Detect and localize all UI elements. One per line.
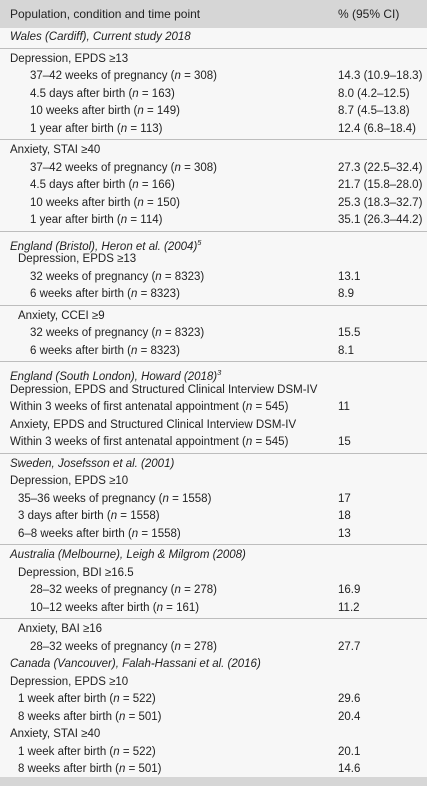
header-value: % (95% CI)	[338, 7, 400, 21]
time-point: 10 weeks after birth (n = 150)	[30, 196, 180, 209]
prevalence: 15.5	[338, 327, 361, 339]
separator	[0, 544, 427, 545]
condition: Anxiety, EPDS and Structured Clinical In…	[10, 418, 297, 431]
separator	[0, 139, 427, 140]
separator	[0, 47, 427, 49]
time-point: 37–42 weeks of pregnancy (n = 308)	[30, 70, 218, 82]
separator	[0, 452, 427, 454]
condition: Depression, EPDS ≥10	[10, 475, 129, 487]
time-point: 6 weeks after birth (n = 8323)	[30, 344, 180, 357]
section-title: Wales (Cardiff), Current study 2018	[10, 31, 191, 43]
time-point: 28–32 weeks of pregnancy (n = 278)	[30, 640, 218, 653]
time-point: 32 weeks of pregnancy (n = 8323)	[30, 327, 205, 339]
time-point: 37–42 weeks of pregnancy (n = 308)	[30, 161, 218, 174]
prevalence: 12.4 (6.8–18.4)	[338, 122, 417, 135]
time-point: 4.5 days after birth (n = 166)	[30, 179, 175, 191]
time-point: 3 days after birth (n = 1558)	[18, 510, 160, 522]
separator	[0, 361, 427, 362]
time-point: 8 weeks after birth (n = 501)	[18, 763, 162, 775]
time-point: 4.5 days after birth (n = 163)	[30, 87, 175, 100]
time-point: 10 weeks after birth (n = 149)	[30, 105, 180, 117]
prevalence: 11.2	[338, 601, 360, 614]
prevalence: 25.3 (18.3–32.7)	[338, 196, 423, 209]
section-title: Canada (Vancouver), Falah-Hassani et al.…	[10, 658, 261, 670]
time-point: 6–8 weeks after birth (n = 1558)	[18, 527, 181, 540]
prevalence: 8.1	[338, 344, 354, 357]
condition: Depression, BDI ≥16.5	[18, 566, 134, 579]
prevalence: 14.6	[338, 763, 361, 775]
condition: Depression, EPDS ≥13	[18, 253, 137, 265]
time-point: Within 3 weeks of first antenatal appoin…	[10, 436, 289, 448]
time-point: 1 year after birth (n = 113)	[30, 122, 163, 135]
condition: Anxiety, STAI ≥40	[10, 144, 101, 156]
time-point: 35–36 weeks of pregnancy (n = 1558)	[18, 492, 212, 505]
prevalence: 13.1	[338, 270, 361, 283]
prevalence: 8.7 (4.5–13.8)	[338, 105, 410, 117]
time-point: 1 year after birth (n = 114)	[30, 214, 163, 226]
reference: 5	[197, 237, 202, 247]
section-title: Australia (Melbourne), Leigh & Milgrom (…	[10, 549, 246, 561]
prevalence: 18	[338, 510, 351, 522]
condition: Anxiety, CCEI ≥9	[18, 309, 105, 322]
condition: Depression, EPDS ≥10	[10, 675, 129, 688]
section-title: England (Bristol), Heron et al. (2004)5	[10, 237, 202, 253]
prevalence: 27.7	[338, 640, 361, 653]
prevalence: 17	[338, 492, 351, 505]
condition: Anxiety, STAI ≥40	[10, 728, 101, 740]
time-point: 1 week after birth (n = 522)	[18, 745, 156, 758]
prevalence: 20.4	[338, 710, 361, 723]
time-point: Within 3 weeks of first antenatal appoin…	[10, 401, 289, 413]
separator	[0, 230, 427, 232]
prevalence: 8.9	[338, 288, 354, 300]
time-point: 8 weeks after birth (n = 501)	[18, 710, 162, 723]
condition: Depression, EPDS and Structured Clinical…	[10, 383, 318, 396]
prevalence: 16.9	[338, 584, 361, 596]
time-point: 28–32 weeks of pregnancy (n = 278)	[30, 584, 218, 596]
condition: Anxiety, BAI ≥16	[18, 623, 103, 635]
section-title: England (South London), Howard (2018)3	[10, 368, 222, 383]
time-point: 10–12 weeks after birth (n = 161)	[30, 601, 200, 614]
time-point: 32 weeks of pregnancy (n = 8323)	[30, 270, 205, 283]
prevalence: 14.3 (10.9–18.3)	[338, 70, 423, 82]
prevalence: 20.1	[338, 745, 361, 758]
table-header: Population, condition and time point % (…	[0, 0, 427, 28]
time-point: 1 week after birth (n = 522)	[18, 693, 156, 705]
prevalence: 21.7 (15.8–28.0)	[338, 179, 423, 191]
prevalence: 11	[338, 401, 350, 413]
prevalence: 29.6	[338, 693, 361, 705]
prevalence: 8.0 (4.2–12.5)	[338, 87, 410, 100]
prevalence: 15	[338, 436, 351, 448]
condition: Depression, EPDS ≥13	[10, 52, 129, 65]
separator	[0, 304, 427, 306]
prevalence: 35.1 (26.3–44.2)	[338, 214, 423, 226]
reference: 3	[217, 368, 222, 377]
prevalence: 27.3 (22.5–32.4)	[338, 161, 423, 174]
header-population: Population, condition and time point	[10, 7, 201, 21]
prevalence: 13	[338, 527, 351, 540]
table-footer-band	[0, 777, 427, 786]
separator	[0, 618, 427, 619]
section-title: Sweden, Josefsson et al. (2001)	[10, 457, 175, 470]
time-point: 6 weeks after birth (n = 8323)	[30, 288, 180, 300]
